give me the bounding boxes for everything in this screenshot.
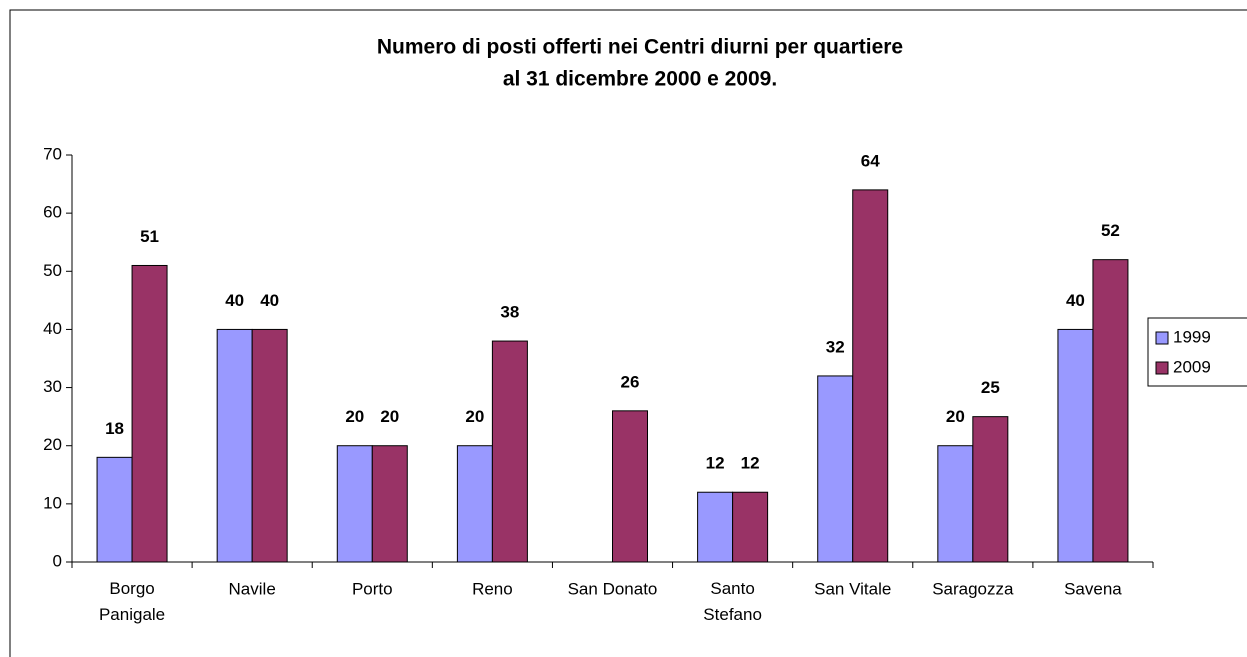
bar [937,445,974,563]
value-label: 32 [826,337,845,356]
legend-label: 1999 [1173,327,1211,346]
y-tick-label: 20 [43,435,62,454]
value-label: 64 [861,151,880,170]
value-label: 20 [380,407,399,426]
x-tick-label: Savena [1064,579,1122,598]
value-label: 26 [621,372,640,391]
x-tick-label: Santo Stefano [703,579,762,624]
y-tick-label: 10 [43,493,62,512]
x-tick-label: Porto [352,579,393,598]
bar [216,328,253,563]
value-label: 20 [946,407,965,426]
value-label: 20 [465,407,484,426]
y-tick-label: 30 [43,377,62,396]
y-tick-label: 60 [43,203,62,222]
bar [612,410,648,563]
bar [852,189,889,563]
value-label: 20 [345,407,364,426]
value-label: 18 [105,419,124,438]
legend-swatch [1155,361,1169,375]
x-tick-label: Reno [472,579,513,598]
bar [336,445,373,563]
bar [1057,328,1094,563]
value-label: 40 [260,291,279,310]
value-label: 38 [500,303,519,322]
value-label: 52 [1101,221,1120,240]
value-label: 25 [981,378,1000,397]
legend-box [1147,317,1247,387]
legend-swatch [1155,331,1169,345]
value-label: 40 [1066,291,1085,310]
y-tick-label: 40 [43,319,62,338]
chart-title: al 31 dicembre 2000 e 2009. [503,68,777,91]
bar [251,328,288,563]
legend-label: 2009 [1173,357,1211,376]
value-label: 12 [741,454,760,473]
bar [131,264,168,563]
x-tick-label: Navile [229,579,276,598]
bar [1092,259,1129,563]
x-tick-label: San Donato [568,579,658,598]
chart-title: Numero di posti offerti nei Centri diurn… [377,36,903,59]
value-label: 51 [140,227,159,246]
bar [732,491,769,563]
bar [972,416,1009,563]
value-label: 40 [225,291,244,310]
value-label: 12 [706,454,725,473]
bar [817,375,854,563]
y-tick-label: 50 [43,261,62,280]
x-tick-label: Saragozza [932,579,1014,598]
bar [96,456,133,563]
x-tick-label: Borgo Panigale [99,579,165,624]
bar [456,445,493,563]
y-tick-label: 0 [53,551,62,570]
x-tick-label: San Vitale [814,579,891,598]
bar [697,491,734,563]
bar [491,340,528,563]
bar [371,445,408,563]
y-tick-label: 70 [43,144,62,163]
